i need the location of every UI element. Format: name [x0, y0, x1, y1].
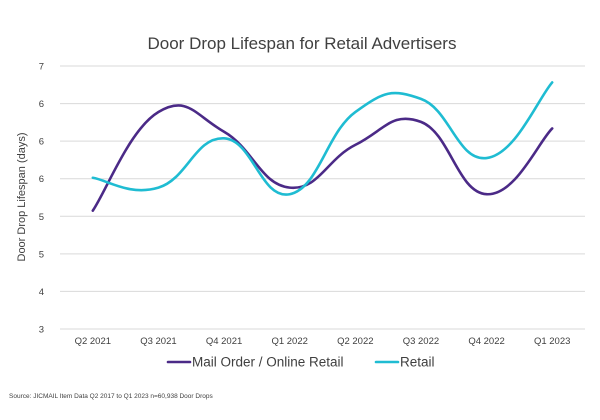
x-tick-label: Q1 2023 [534, 336, 570, 347]
y-tick-label: 4 [39, 287, 44, 298]
x-tick-label: Q3 2022 [403, 336, 439, 347]
y-tick-label: 3 [39, 325, 44, 336]
chart-title: Door Drop Lifespan for Retail Advertiser… [148, 34, 457, 53]
legend: Mail Order / Online Retail Retail [166, 355, 435, 370]
series-line-retail [91, 81, 554, 196]
source-note: Source: JICMAIL Item Data Q2 2017 to Q1 … [9, 393, 213, 400]
legend-label: Retail [400, 355, 435, 370]
y-tick-label: 6 [39, 137, 44, 148]
y-axis-label: Door Drop Lifespan (days) [16, 132, 28, 261]
y-tick-label: 7 [39, 62, 44, 73]
x-tick-label: Q2 2022 [337, 336, 373, 347]
x-tick-label: Q4 2021 [206, 336, 242, 347]
x-tick-label: Q3 2021 [140, 336, 176, 347]
x-axis-ticks: Q2 2021 Q3 2021 Q4 2021 Q1 2022 Q2 2022 Q3 20… [75, 336, 571, 347]
y-axis-ticks: 3 4 5 5 6 6 6 7 [39, 62, 44, 336]
y-tick-label: 6 [39, 99, 44, 110]
series-lines [91, 81, 554, 212]
grid-lines [60, 65, 585, 330]
y-tick-label: 6 [39, 174, 44, 185]
series-line-mail-order [91, 104, 554, 212]
x-tick-label: Q4 2022 [468, 336, 504, 347]
x-tick-label: Q1 2022 [271, 336, 307, 347]
x-tick-label: Q2 2021 [75, 336, 111, 347]
y-tick-label: 5 [39, 249, 44, 260]
legend-label: Mail Order / Online Retail [192, 355, 344, 370]
y-tick-label: 5 [39, 212, 44, 223]
